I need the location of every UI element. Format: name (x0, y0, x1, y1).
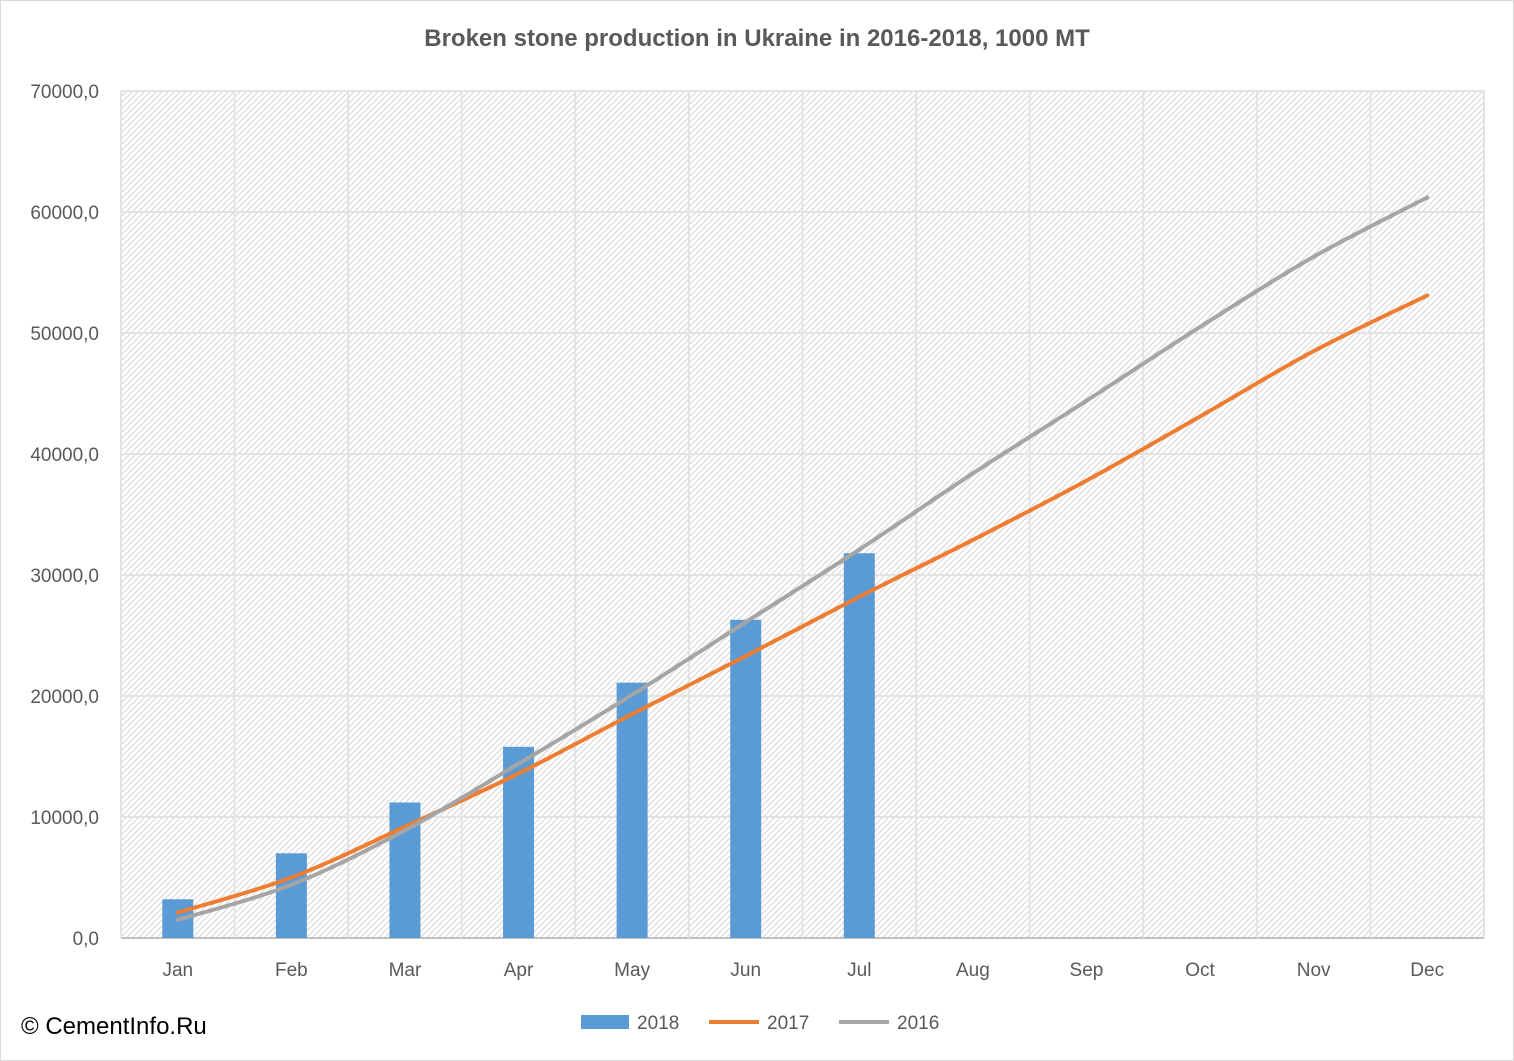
legend-label-2017: 2017 (767, 1013, 809, 1034)
legend-label-2018: 2018 (637, 1013, 679, 1034)
copyright-text: © CementInfo.Ru (21, 1013, 207, 1040)
x-tick-label: Feb (275, 960, 308, 981)
x-tick-label: Nov (1297, 960, 1331, 981)
line-2016 (175, 195, 1430, 922)
y-tick-label: 40000,0 (30, 445, 99, 466)
line-2017 (175, 293, 1430, 915)
bar-2018 (843, 553, 875, 938)
x-tick-label: Aug (956, 960, 990, 981)
x-tick-label: Jun (730, 960, 761, 981)
x-tick-label: Dec (1410, 960, 1444, 981)
x-tick-label: Mar (389, 960, 422, 981)
bar-2018 (275, 853, 307, 938)
y-tick-label: 70000,0 (30, 82, 99, 103)
y-tick-label: 50000,0 (30, 324, 99, 345)
x-tick-label: Jan (162, 960, 193, 981)
y-tick-label: 0,0 (73, 929, 99, 950)
legend-swatch-2018 (581, 1015, 629, 1029)
legend-label-2016: 2016 (897, 1013, 939, 1034)
y-tick-label: 10000,0 (30, 808, 99, 829)
y-tick-label: 60000,0 (30, 203, 99, 224)
x-tick-label: May (614, 960, 650, 981)
y-tick-label: 20000,0 (30, 687, 99, 708)
x-tick-label: Jul (847, 960, 871, 981)
chart-title: Broken stone production in Ukraine in 20… (424, 25, 1090, 52)
x-tick-label: Oct (1185, 960, 1215, 981)
bar-2018 (616, 682, 648, 938)
y-tick-label: 30000,0 (30, 566, 99, 587)
x-tick-label: Apr (504, 960, 534, 981)
bar-2018 (730, 619, 762, 938)
x-tick-label: Sep (1070, 960, 1104, 981)
plot-area: 0,0 10000,0 20000,0 30000,0 40000,0 50000,0 60… (30, 82, 1485, 1034)
